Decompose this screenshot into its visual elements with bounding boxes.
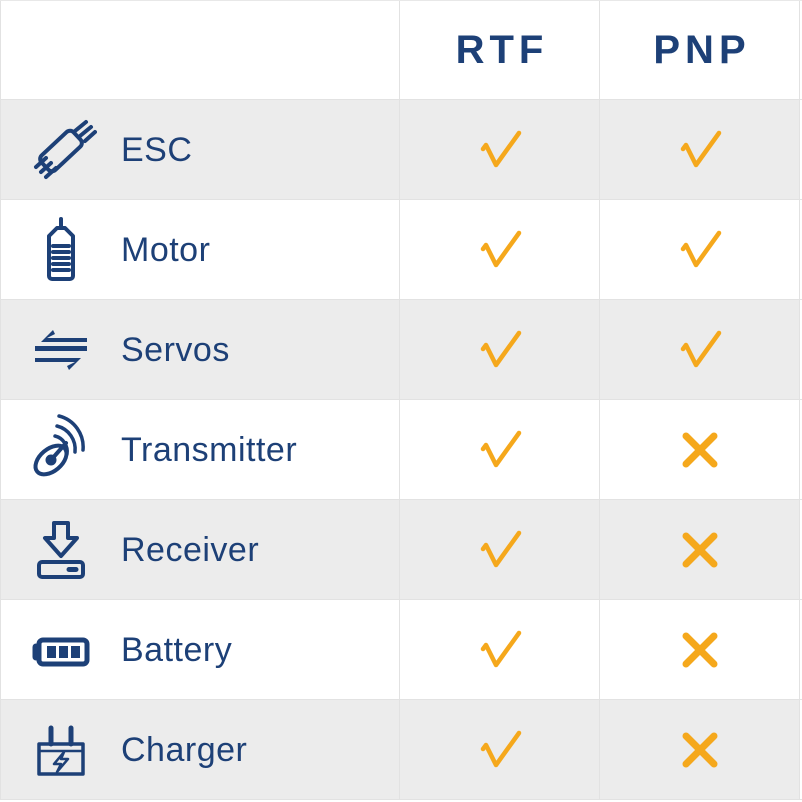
column-header-rtf-text: RTF bbox=[455, 28, 549, 72]
cell-rtf-charger bbox=[400, 700, 600, 799]
row-label-cell-receiver: Receiver bbox=[0, 500, 400, 599]
table-row: Receiver bbox=[0, 500, 802, 600]
check-icon bbox=[473, 523, 527, 577]
row-label-text: Transmitter bbox=[121, 430, 298, 469]
transmitter-icon bbox=[1, 413, 121, 486]
row-label-cell-esc: ESC bbox=[0, 100, 400, 199]
check-icon bbox=[673, 323, 727, 377]
cell-pnp-charger bbox=[600, 700, 800, 799]
cell-pnp-esc bbox=[600, 100, 800, 199]
motor-icon bbox=[1, 214, 121, 286]
column-header-pnp: PNP bbox=[600, 1, 800, 99]
row-label-text: Charger bbox=[121, 730, 248, 769]
check-icon bbox=[473, 623, 527, 677]
check-icon bbox=[473, 223, 527, 277]
receiver-icon bbox=[1, 514, 121, 586]
cell-rtf-receiver bbox=[400, 500, 600, 599]
charger-icon bbox=[1, 714, 121, 786]
table-row: ESC bbox=[0, 100, 802, 200]
cell-rtf-battery bbox=[400, 600, 600, 699]
table-row: Motor bbox=[0, 200, 802, 300]
cross-icon bbox=[677, 727, 723, 773]
row-label-text: ESC bbox=[121, 130, 193, 169]
row-label-text: Servos bbox=[121, 330, 230, 369]
cell-pnp-battery bbox=[600, 600, 800, 699]
row-label-cell-servos: Servos bbox=[0, 300, 400, 399]
check-icon bbox=[473, 723, 527, 777]
table-row: Battery bbox=[0, 600, 802, 700]
table-header-row: RTF PNP bbox=[0, 0, 802, 100]
row-label-cell-transmitter: Transmitter bbox=[0, 400, 400, 499]
row-label-text: Motor bbox=[121, 230, 211, 269]
cell-rtf-servos bbox=[400, 300, 600, 399]
cell-pnp-receiver bbox=[600, 500, 800, 599]
check-icon bbox=[473, 323, 527, 377]
cell-pnp-motor bbox=[600, 200, 800, 299]
cell-pnp-transmitter bbox=[600, 400, 800, 499]
cell-rtf-transmitter bbox=[400, 400, 600, 499]
cell-rtf-esc bbox=[400, 100, 600, 199]
servos-icon bbox=[1, 314, 121, 386]
table-row: Servos bbox=[0, 300, 802, 400]
cross-icon bbox=[677, 627, 723, 673]
row-label-text: Receiver bbox=[121, 530, 260, 569]
check-icon bbox=[673, 123, 727, 177]
row-label-cell-motor: Motor bbox=[0, 200, 400, 299]
column-header-pnp-text: PNP bbox=[653, 28, 751, 72]
cross-icon bbox=[677, 527, 723, 573]
row-label-cell-battery: Battery bbox=[0, 600, 400, 699]
table-row: Transmitter bbox=[0, 400, 802, 500]
check-icon bbox=[673, 223, 727, 277]
table-row: Charger bbox=[0, 700, 802, 800]
row-label-text: Battery bbox=[121, 630, 233, 669]
cross-icon bbox=[677, 427, 723, 473]
check-icon bbox=[473, 423, 527, 477]
cell-rtf-motor bbox=[400, 200, 600, 299]
row-label-cell-charger: Charger bbox=[0, 700, 400, 799]
battery-icon bbox=[1, 614, 121, 686]
check-icon bbox=[473, 123, 527, 177]
esc-icon bbox=[1, 114, 121, 186]
header-label-cell bbox=[0, 1, 400, 99]
column-header-rtf: RTF bbox=[400, 1, 600, 99]
cell-pnp-servos bbox=[600, 300, 800, 399]
